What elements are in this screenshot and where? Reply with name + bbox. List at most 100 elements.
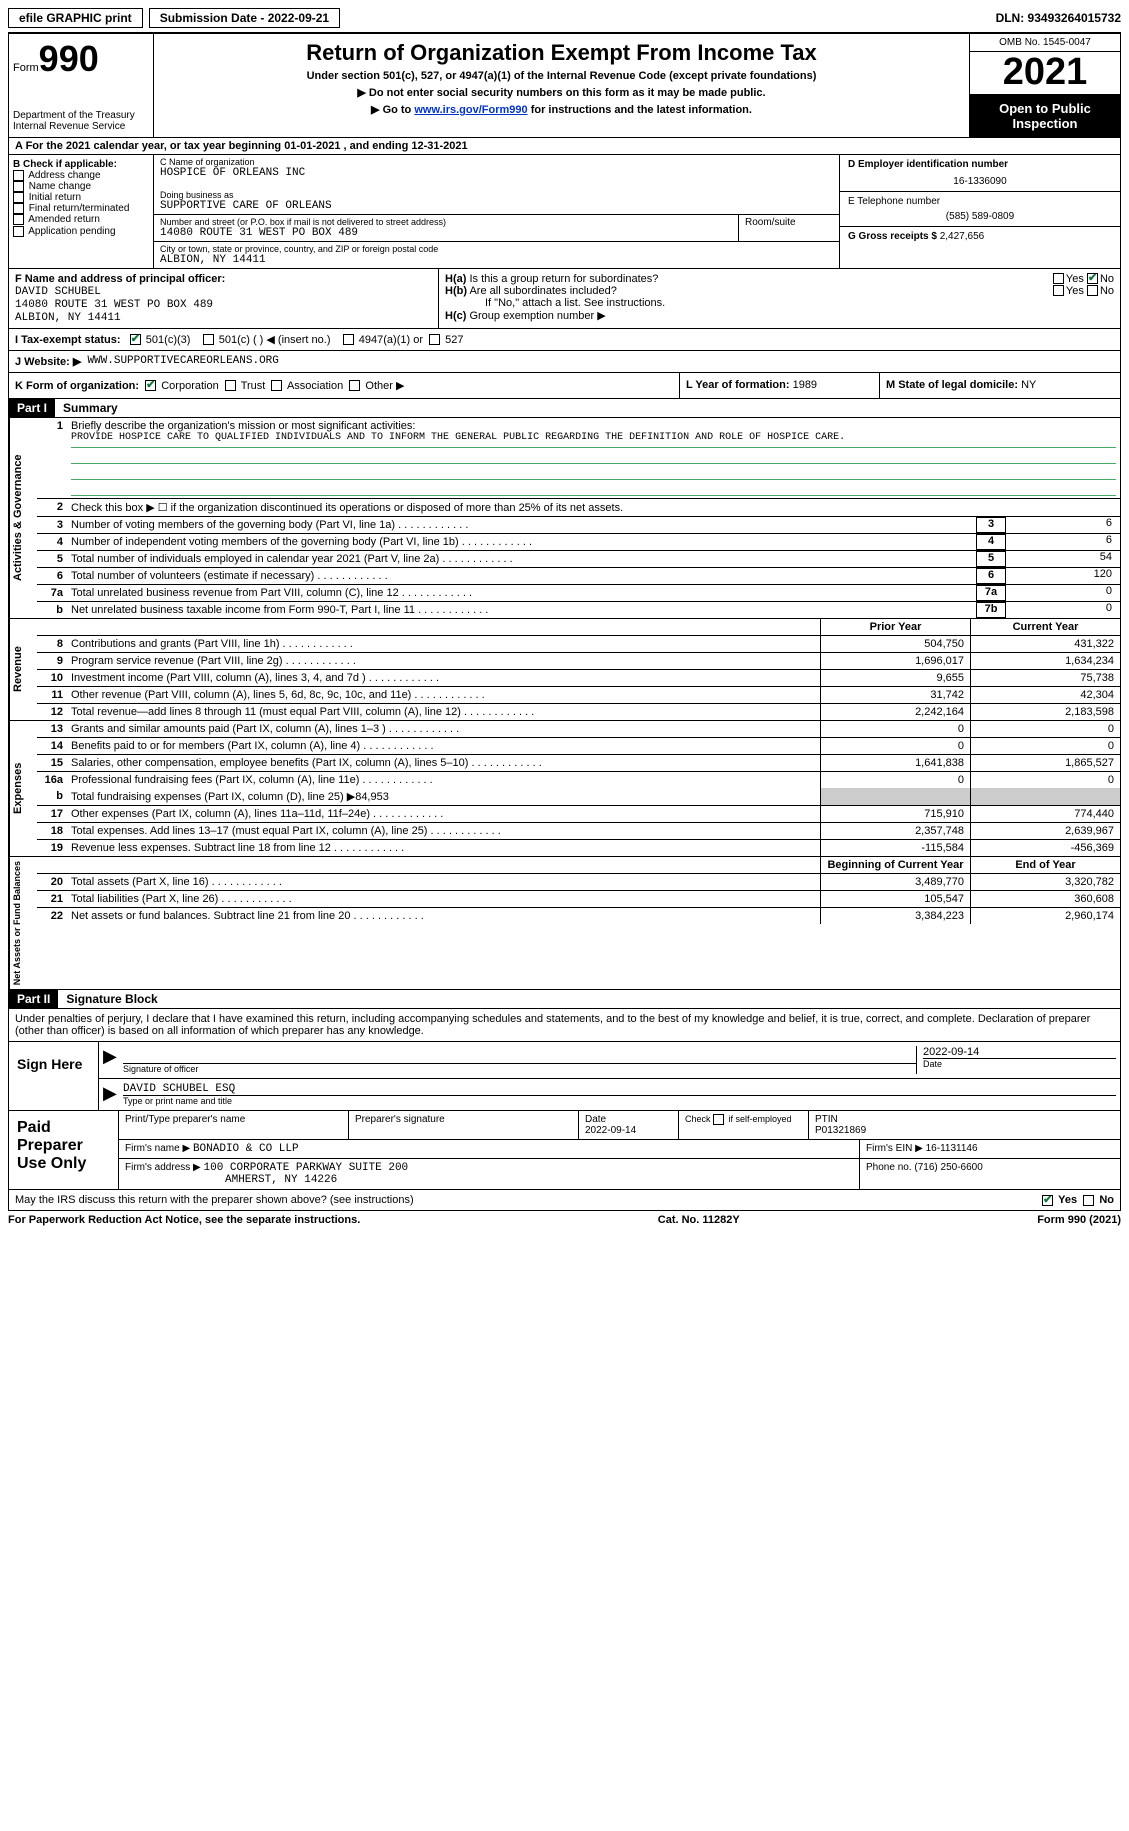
4947-checkbox[interactable] <box>343 334 354 345</box>
line9-num: 9 <box>37 653 67 669</box>
hb-label: Are all subordinates included? <box>469 285 616 297</box>
no-label-2: No <box>1100 285 1114 297</box>
colb-checkbox-5[interactable] <box>13 226 24 237</box>
line10-num: 10 <box>37 670 67 686</box>
irs-link[interactable]: www.irs.gov/Form990 <box>414 104 527 116</box>
l-value: 1989 <box>793 379 817 391</box>
print-name-label: Print/Type preparer's name <box>119 1111 349 1139</box>
discuss-yes-checkbox[interactable] <box>1042 1195 1053 1206</box>
efile-print-button[interactable]: efile GRAPHIC print <box>8 8 143 28</box>
sig-officer-label: Signature of officer <box>123 1064 916 1074</box>
line14-prior: 0 <box>820 738 970 754</box>
m-value: NY <box>1021 379 1036 391</box>
line5-text: Total number of individuals employed in … <box>67 551 972 567</box>
line13-prior: 0 <box>820 721 970 737</box>
net-spacer-num <box>37 857 67 873</box>
street-label: Number and street (or P.O. box if mail i… <box>160 217 732 227</box>
net-spacer <box>67 857 820 873</box>
line9-current: 1,634,234 <box>970 653 1120 669</box>
line16a-num: 16a <box>37 772 67 788</box>
street-value: 14080 ROUTE 31 WEST PO BOX 489 <box>160 227 732 239</box>
expenses-tab: Expenses <box>9 721 37 856</box>
line12-prior: 2,242,164 <box>820 704 970 720</box>
trust-checkbox[interactable] <box>225 380 236 391</box>
line16b-current-gray <box>970 788 1120 805</box>
ha-no-checkbox[interactable] <box>1087 273 1098 284</box>
i-label: I Tax-exempt status: <box>15 334 121 346</box>
self-employed-check[interactable]: Check if self-employed <box>685 1114 792 1124</box>
line16a-text: Professional fundraising fees (Part IX, … <box>67 772 820 788</box>
phone-label: E Telephone number <box>848 196 1112 207</box>
colb-checkbox-0[interactable] <box>13 170 24 181</box>
501c3-checkbox[interactable] <box>130 334 141 345</box>
lineb-text: Net unrelated business taxable income fr… <box>67 602 972 618</box>
discuss-no-checkbox[interactable] <box>1083 1195 1094 1206</box>
hb-yes-checkbox[interactable] <box>1053 285 1064 296</box>
line13-current: 0 <box>970 721 1120 737</box>
submission-date-button[interactable]: Submission Date - 2022-09-21 <box>149 8 340 28</box>
signature-block: Under penalties of perjury, I declare th… <box>8 1009 1121 1111</box>
line5-value: 54 <box>1010 551 1120 567</box>
firm-name-label: Firm's name ▶ <box>125 1143 190 1154</box>
line12-num: 12 <box>37 704 67 720</box>
org-name: HOSPICE OF ORLEANS INC <box>160 167 833 179</box>
line3-box: 3 <box>976 517 1006 533</box>
line15-text: Salaries, other compensation, employee b… <box>67 755 820 771</box>
l-label: L Year of formation: <box>686 379 790 391</box>
line18-current: 2,639,967 <box>970 823 1120 839</box>
revenue-section: Revenue Prior Year Current Year 8Contrib… <box>8 619 1121 721</box>
opt-corp: Corporation <box>161 380 218 392</box>
colb-checkbox-1[interactable] <box>13 181 24 192</box>
line1-num: 1 <box>37 418 67 498</box>
k-label: K Form of organization: <box>15 380 139 392</box>
activities-tab: Activities & Governance <box>9 418 37 618</box>
header-middle: Return of Organization Exempt From Incom… <box>154 34 970 137</box>
part2-title: Signature Block <box>58 990 165 1008</box>
line11-num: 11 <box>37 687 67 703</box>
501c-checkbox[interactable] <box>203 334 214 345</box>
row-klm: K Form of organization: Corporation Trus… <box>8 373 1121 399</box>
top-toolbar: efile GRAPHIC print Submission Date - 20… <box>8 8 1121 28</box>
discuss-row: May the IRS discuss this return with the… <box>8 1190 1121 1211</box>
hb-no-checkbox[interactable] <box>1087 285 1098 296</box>
form-title: Return of Organization Exempt From Incom… <box>158 40 965 66</box>
sig-date-value: 2022-09-14 <box>923 1046 1116 1058</box>
cat-no: Cat. No. 11282Y <box>658 1214 740 1226</box>
line6-box: 6 <box>976 568 1006 584</box>
line20-current: 3,320,782 <box>970 874 1120 890</box>
ein-label: D Employer identification number <box>848 159 1008 170</box>
assoc-checkbox[interactable] <box>271 380 282 391</box>
ha-yes-checkbox[interactable] <box>1053 273 1064 284</box>
rev-spacer-num <box>37 619 67 635</box>
m-label: M State of legal domicile: <box>886 379 1018 391</box>
ha-label: Is this a group return for subordinates? <box>469 273 658 285</box>
line16a-current: 0 <box>970 772 1120 788</box>
k-form-org: K Form of organization: Corporation Trus… <box>9 373 680 398</box>
colb-checkbox-3[interactable] <box>13 203 24 214</box>
line14-num: 14 <box>37 738 67 754</box>
colb-item-3: Final return/terminated <box>29 203 130 214</box>
sig-arrow-icon: ▶ <box>103 1046 123 1074</box>
form-number: Form990 <box>13 38 149 80</box>
m-state-domicile: M State of legal domicile: NY <box>880 373 1120 398</box>
line21-current: 360,608 <box>970 891 1120 907</box>
sign-here-label: Sign Here <box>9 1042 99 1110</box>
officer-addr2: ALBION, NY 14411 <box>15 312 121 324</box>
527-checkbox[interactable] <box>429 334 440 345</box>
colb-checkbox-4[interactable] <box>13 214 24 225</box>
colb-item-1: Name change <box>29 181 91 192</box>
line10-text: Investment income (Part VIII, column (A)… <box>67 670 820 686</box>
part2-header-row: Part II Signature Block <box>8 990 1121 1009</box>
line14-text: Benefits paid to or for members (Part IX… <box>67 738 820 754</box>
j-label: J Website: ▶ <box>15 355 81 368</box>
corp-checkbox[interactable] <box>145 380 156 391</box>
opt-501c3: 501(c)(3) <box>146 334 191 346</box>
line18-num: 18 <box>37 823 67 839</box>
officer-sig-line[interactable] <box>123 1046 916 1064</box>
line4-text: Number of independent voting members of … <box>67 534 972 550</box>
colb-checkbox-2[interactable] <box>13 192 24 203</box>
other-checkbox[interactable] <box>349 380 360 391</box>
yes-label: Yes <box>1066 273 1084 285</box>
department-label: Department of the Treasury Internal Reve… <box>13 110 149 132</box>
netassets-tab: Net Assets or Fund Balances <box>9 857 37 989</box>
